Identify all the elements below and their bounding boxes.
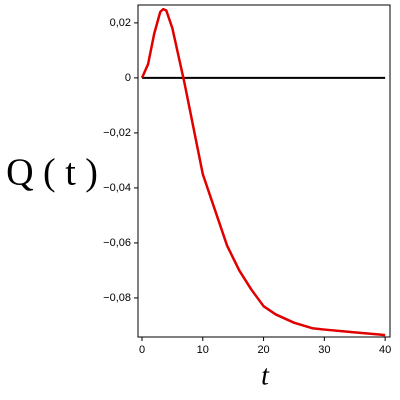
y-tick-label: 0,02 — [110, 17, 131, 29]
y-tick-label: −0,06 — [103, 237, 131, 249]
data-line — [140, 7, 386, 337]
plot-frame — [137, 4, 391, 338]
y-axis-label: Q ( t ) — [6, 152, 98, 194]
x-axis-label: t — [261, 360, 270, 391]
x-tick-label: 30 — [318, 344, 330, 356]
x-tick-label: 10 — [197, 344, 209, 356]
y-tick-label: 0 — [125, 72, 131, 84]
y-tick-label: −0,04 — [103, 182, 131, 194]
x-tick-label: 40 — [379, 344, 391, 356]
x-tick-label: 0 — [139, 344, 145, 356]
x-tick-label: 20 — [257, 344, 269, 356]
y-tick-label: −0,02 — [103, 127, 131, 139]
y-tick-label: −0,08 — [103, 292, 131, 304]
